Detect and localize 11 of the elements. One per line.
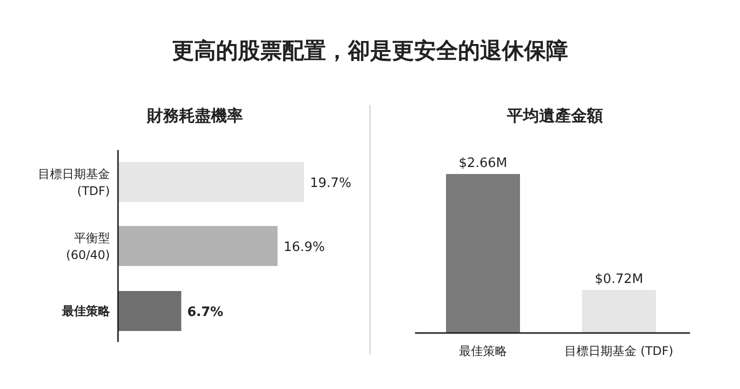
- data-label: 16.9%: [284, 240, 325, 255]
- data-label: 19.7%: [310, 176, 352, 191]
- data-label: $0.72M: [594, 272, 644, 287]
- data-label: $2.66M: [458, 156, 508, 171]
- chart-title: 平均遺產金額: [506, 106, 603, 125]
- chart-title: 財務耗盡機率: [146, 106, 243, 125]
- y-tick-label: 平衡型 (60/40): [66, 231, 110, 262]
- y-tick-label: 最佳策略: [61, 304, 111, 318]
- data-label: 6.7%: [187, 305, 224, 320]
- y-tick-label: 目標日期基金 (TDF): [38, 167, 110, 198]
- text: 更高的股票配置，卻是更安全的退休保障: [172, 38, 568, 64]
